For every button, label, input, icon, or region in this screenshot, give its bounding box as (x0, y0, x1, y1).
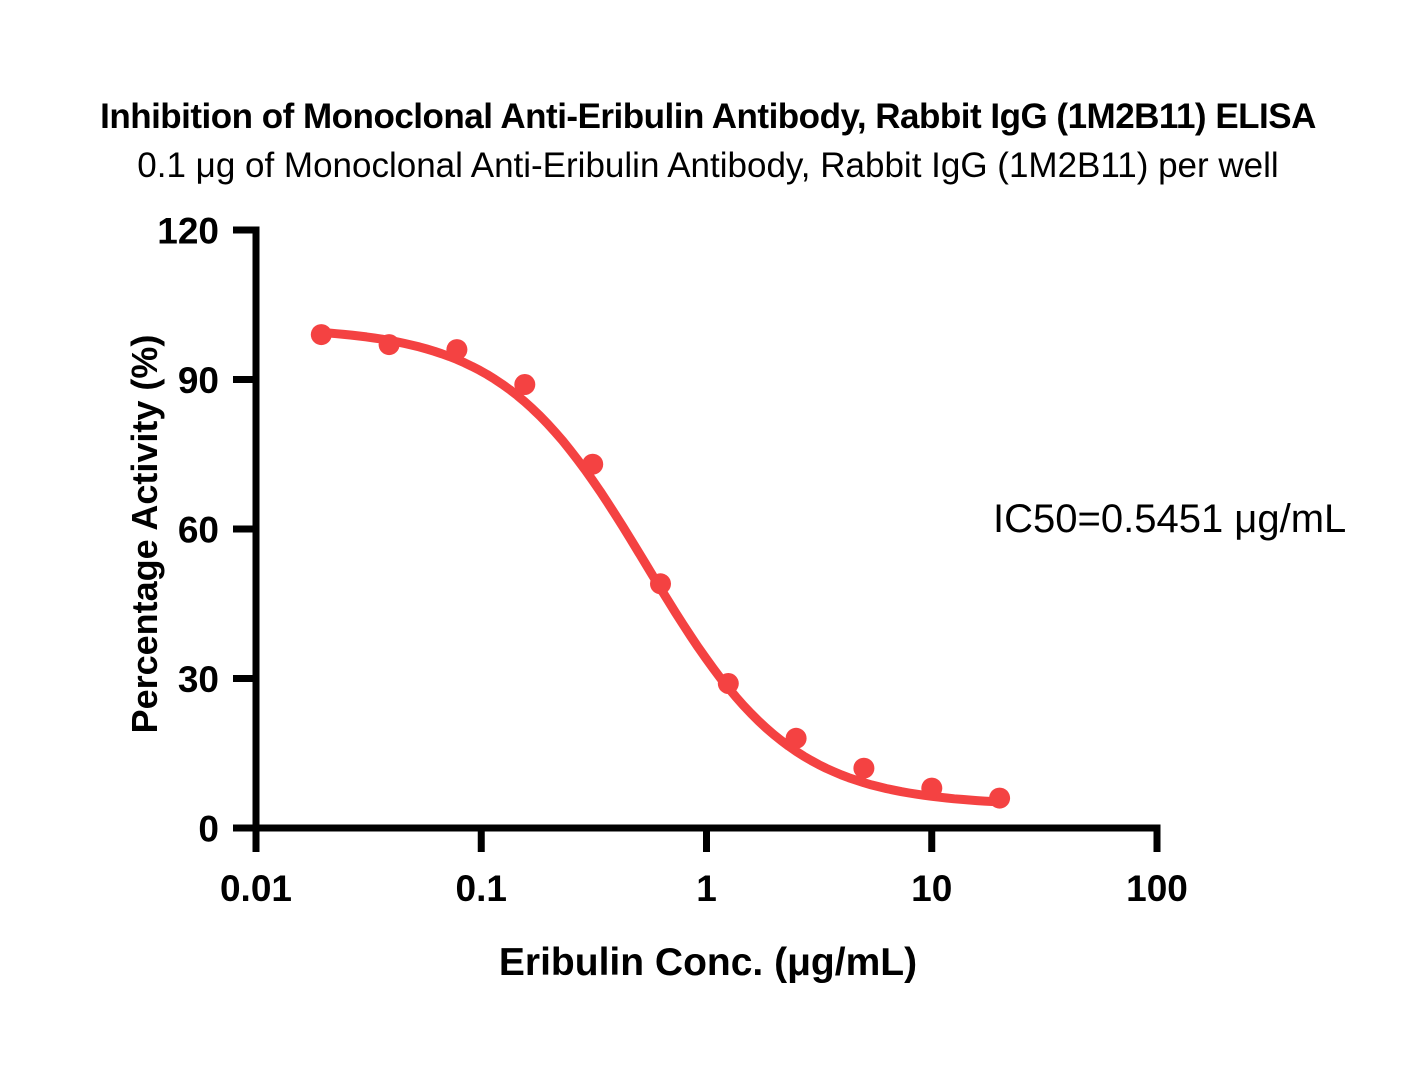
x-tick-label: 1 (696, 868, 717, 909)
x-axis-title: Eribulin Conc. (μg/mL) (498, 941, 918, 984)
data-point (785, 727, 807, 749)
data-point (650, 573, 671, 595)
fit-curve (316, 328, 1005, 807)
chart-subtitle: 0.1 μg of Monoclonal Anti-Eribulin Antib… (137, 146, 1279, 185)
x-tick-label: 10 (911, 868, 952, 909)
data-point (378, 334, 400, 356)
y-axis-title: Percentage Activity (%) (124, 334, 165, 734)
y-tick-label: 120 (157, 210, 219, 251)
x-tick-label: 0.1 (456, 868, 507, 909)
data-point (446, 339, 468, 361)
data-point (310, 324, 332, 346)
data-point (921, 777, 943, 799)
x-tick-label: 0.01 (220, 868, 292, 909)
data-point (717, 673, 739, 694)
data-point (582, 453, 604, 475)
y-tick-label: 0 (198, 808, 219, 849)
y-tick-label: 90 (178, 360, 219, 401)
ic50-annotation: IC50=0.5451 μg/mL (993, 497, 1347, 541)
data-point (853, 757, 875, 779)
x-tick-label: 100 (1126, 868, 1188, 909)
chart-title: Inhibition of Monoclonal Anti-Eribulin A… (100, 97, 1316, 136)
y-tick-label: 30 (178, 659, 219, 700)
data-point (514, 374, 536, 395)
data-point (989, 787, 1011, 809)
y-tick-label: 60 (178, 509, 219, 550)
